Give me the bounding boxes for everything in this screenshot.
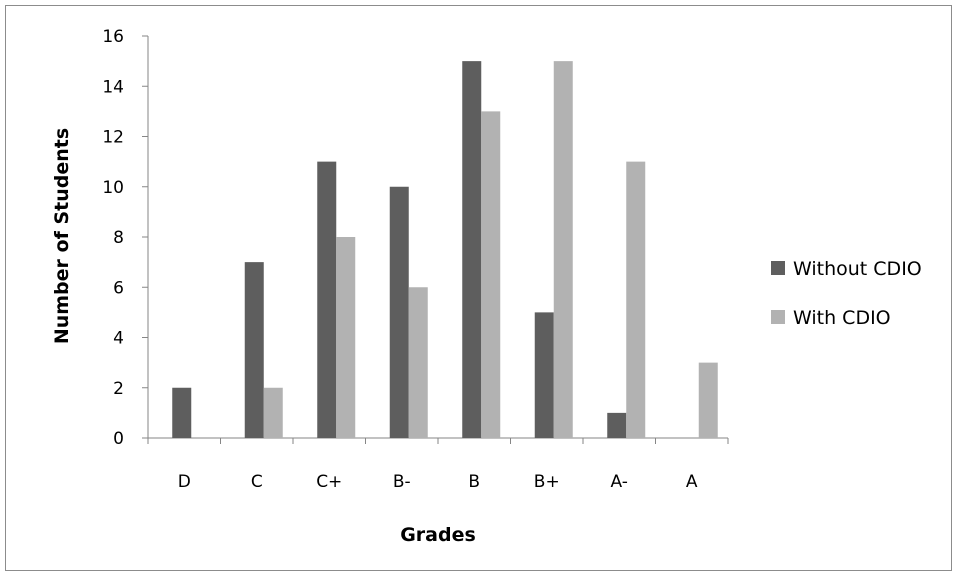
bar-with-cdio <box>408 287 428 438</box>
bar-without-cdio <box>462 61 482 438</box>
y-tick-labels: 0 2 4 6 8 10 12 14 16 <box>102 27 124 449</box>
x-tick-label: B+ <box>534 472 560 492</box>
x-tick-labels: D C C+ B- B B+ A- A <box>178 472 698 492</box>
bar-with-cdio <box>336 237 356 438</box>
y-tick-label: 10 <box>102 178 124 198</box>
bar-without-cdio <box>389 186 409 438</box>
bar-with-cdio <box>481 111 501 438</box>
bar-with-cdio <box>263 387 283 438</box>
y-tick-label: 6 <box>113 278 124 298</box>
bar-without-cdio <box>244 262 264 438</box>
x-axis-title: Grades <box>400 524 476 546</box>
y-tick-label: 4 <box>113 329 124 349</box>
bar-with-cdio <box>553 61 573 438</box>
x-tick-label: A- <box>611 472 628 492</box>
legend-label: Without CDIO <box>793 258 922 280</box>
legend-swatch <box>771 261 785 275</box>
legend: Without CDIO With CDIO <box>771 258 922 329</box>
bar-without-cdio <box>607 412 627 438</box>
x-tick-label: C <box>251 472 263 492</box>
bar-without-cdio <box>317 161 337 438</box>
x-tick-label: D <box>178 472 191 492</box>
y-axis-title: Number of Students <box>51 128 73 344</box>
x-tick-label: B <box>468 472 480 492</box>
bar-without-cdio <box>534 312 554 438</box>
y-tick-label: 0 <box>113 429 124 449</box>
x-tick-label: A <box>686 472 698 492</box>
y-tick-label: 12 <box>102 128 124 148</box>
y-tick-label: 2 <box>113 379 124 399</box>
bar-with-cdio <box>698 362 718 438</box>
x-tick-label: C+ <box>316 472 342 492</box>
y-tick-label: 14 <box>102 77 124 97</box>
y-tick-label: 16 <box>102 27 124 47</box>
y-tick-label: 8 <box>113 228 124 248</box>
x-tick-label: B- <box>393 472 411 492</box>
bar-with-cdio <box>626 161 646 438</box>
bar-without-cdio <box>172 387 192 438</box>
legend-swatch <box>771 310 785 324</box>
legend-label: With CDIO <box>793 307 891 329</box>
bars <box>172 61 718 438</box>
